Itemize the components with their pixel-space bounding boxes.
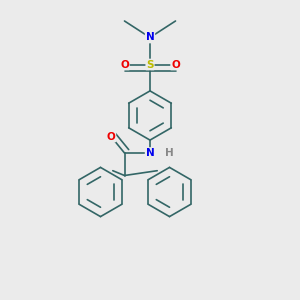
Text: S: S (146, 59, 154, 70)
Text: O: O (120, 59, 129, 70)
Text: H: H (165, 148, 174, 158)
Text: N: N (146, 148, 154, 158)
Text: N: N (146, 32, 154, 43)
Text: O: O (171, 59, 180, 70)
Text: O: O (106, 131, 116, 142)
